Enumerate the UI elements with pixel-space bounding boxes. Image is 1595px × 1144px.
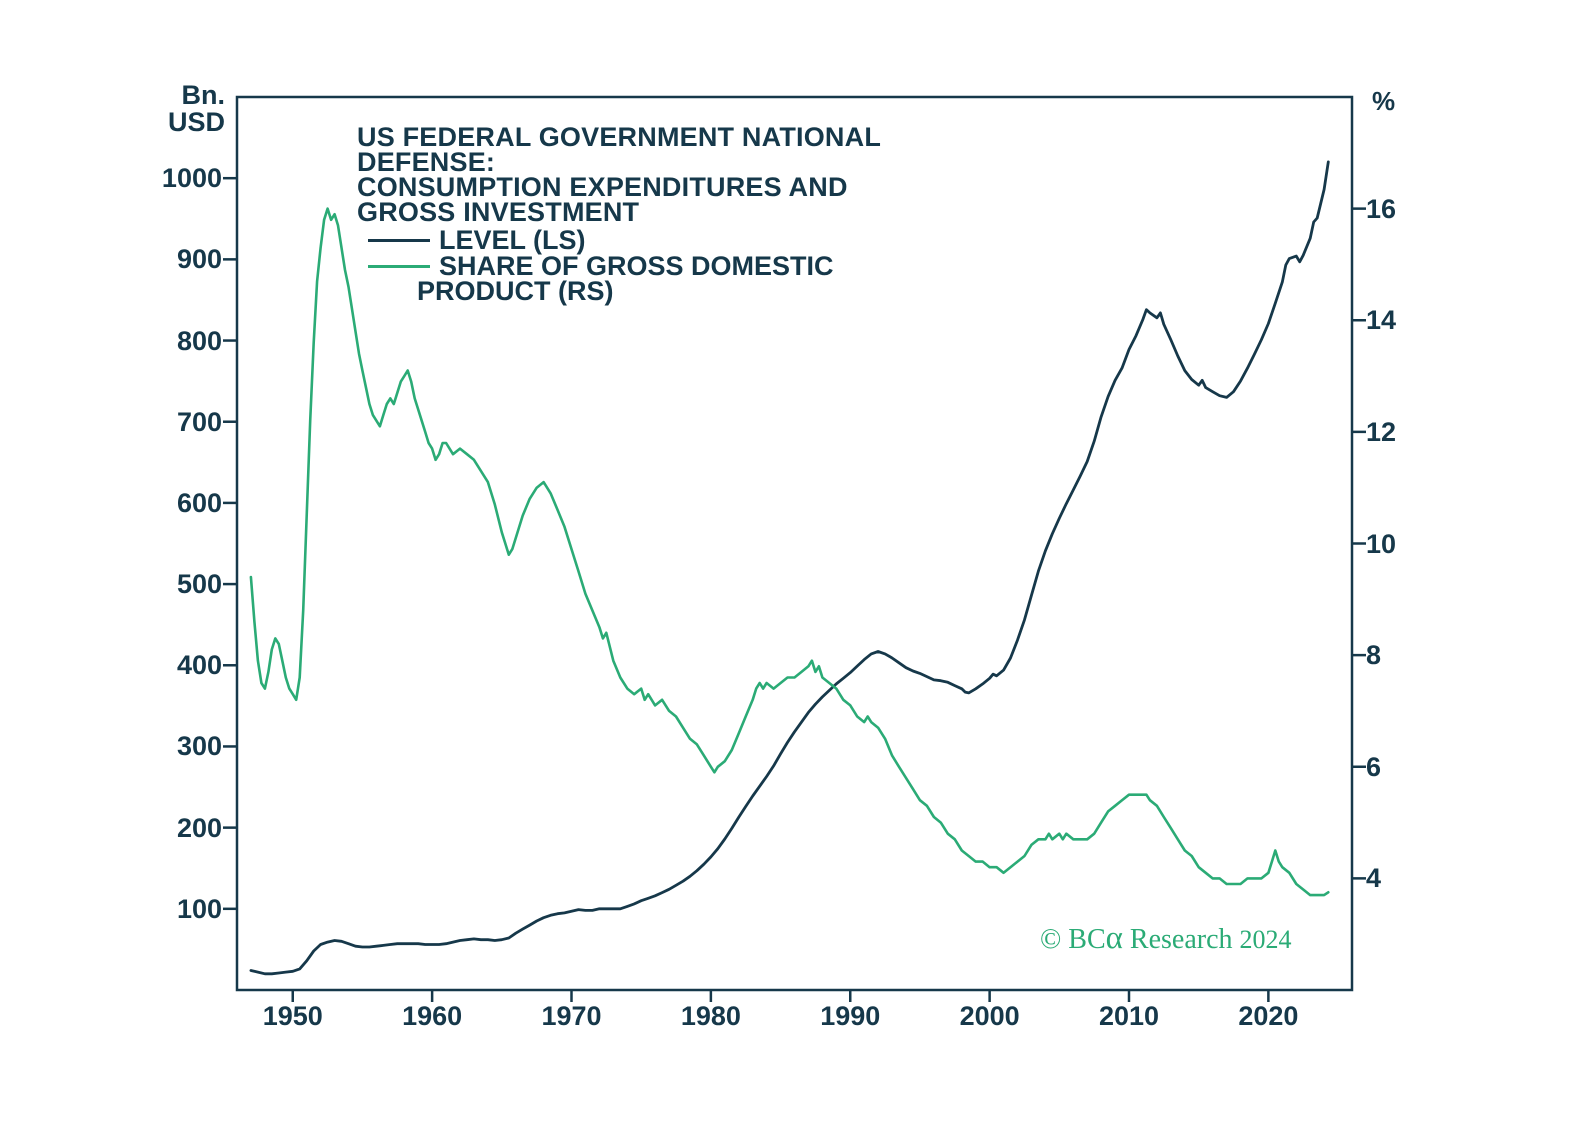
x-axis-tick-label: 1960 [402,1001,463,1031]
x-axis-tick-label: 2020 [1238,1001,1299,1031]
chart-title-line: US FEDERAL GOVERNMENT NATIONAL [357,122,882,152]
x-axis-tick-label: 1970 [541,1001,602,1031]
legend-label-level: LEVEL (LS) [439,225,586,255]
left-axis-tick-label: 600 [176,487,222,518]
left-axis-tick-label: 100 [176,893,222,924]
x-axis-tick-label: 2000 [959,1001,1020,1031]
x-axis-tick-label: 2010 [1098,1001,1160,1031]
legend-label-share-line2: PRODUCT (RS) [417,276,614,306]
right-axis-tick-label: 6 [1366,751,1382,782]
share-line-swatch [368,265,430,268]
left-axis-tick-label: 300 [176,731,222,762]
chart-title: US FEDERAL GOVERNMENT NATIONAL DEFENSE: … [357,122,882,227]
left-axis-tick-label: 700 [176,406,222,437]
right-axis-tick-label: 8 [1366,640,1382,671]
right-axis-tick-label: 14 [1366,305,1397,336]
legend: LEVEL (LS) SHARE OF GROSS DOMESTIC PRODU… [368,225,834,306]
right-axis-tick-label: 16 [1366,193,1397,224]
chart-title-line: DEFENSE: [357,147,496,177]
copyright-text: Research [1122,924,1240,955]
chart-title-line: GROSS INVESTMENT [357,197,640,227]
legend-item-level: LEVEL (LS) [368,225,834,255]
right-axis-unit: % [1372,86,1396,116]
legend-item-share: SHARE OF GROSS DOMESTIC PRODUCT (RS) [368,251,834,306]
copyright-year: 2024 [1239,925,1292,954]
left-axis-tick-label: 1000 [161,163,222,194]
x-axis-tick-label: 1980 [680,1001,741,1031]
left-axis-tick-label: 400 [176,650,222,681]
chart-title-line: CONSUMPTION EXPENDITURES AND [357,172,848,202]
left-axis-tick-label: 800 [176,325,222,356]
x-axis-tick-label: 1990 [820,1001,881,1031]
series-line-share-of-gdp [249,207,1330,897]
copyright: © BCα Research 2024 [1040,920,1292,957]
bca-alpha-logo-glyph: α [1105,920,1123,956]
copyright-prefix: © BC [1040,924,1106,955]
left-axis-tick-label: 900 [176,244,222,275]
left-axis-tick-label: 500 [176,569,222,600]
legend-label-share-line1: SHARE OF GROSS DOMESTIC [439,251,834,281]
level-line-swatch [368,239,430,242]
left-axis-unit-line2: USD [167,107,225,137]
left-axis-unit: Bn. USD [150,82,225,136]
right-axis-tick-label: 12 [1366,416,1397,447]
left-axis-unit-line1: Bn. [181,80,226,110]
left-axis-tick-label: 200 [176,812,222,843]
right-axis-tick-label: 10 [1366,528,1397,559]
series-line-level [249,160,1330,976]
right-axis-tick-label: 4 [1366,863,1382,894]
x-axis-tick-label: 1950 [262,1001,323,1031]
